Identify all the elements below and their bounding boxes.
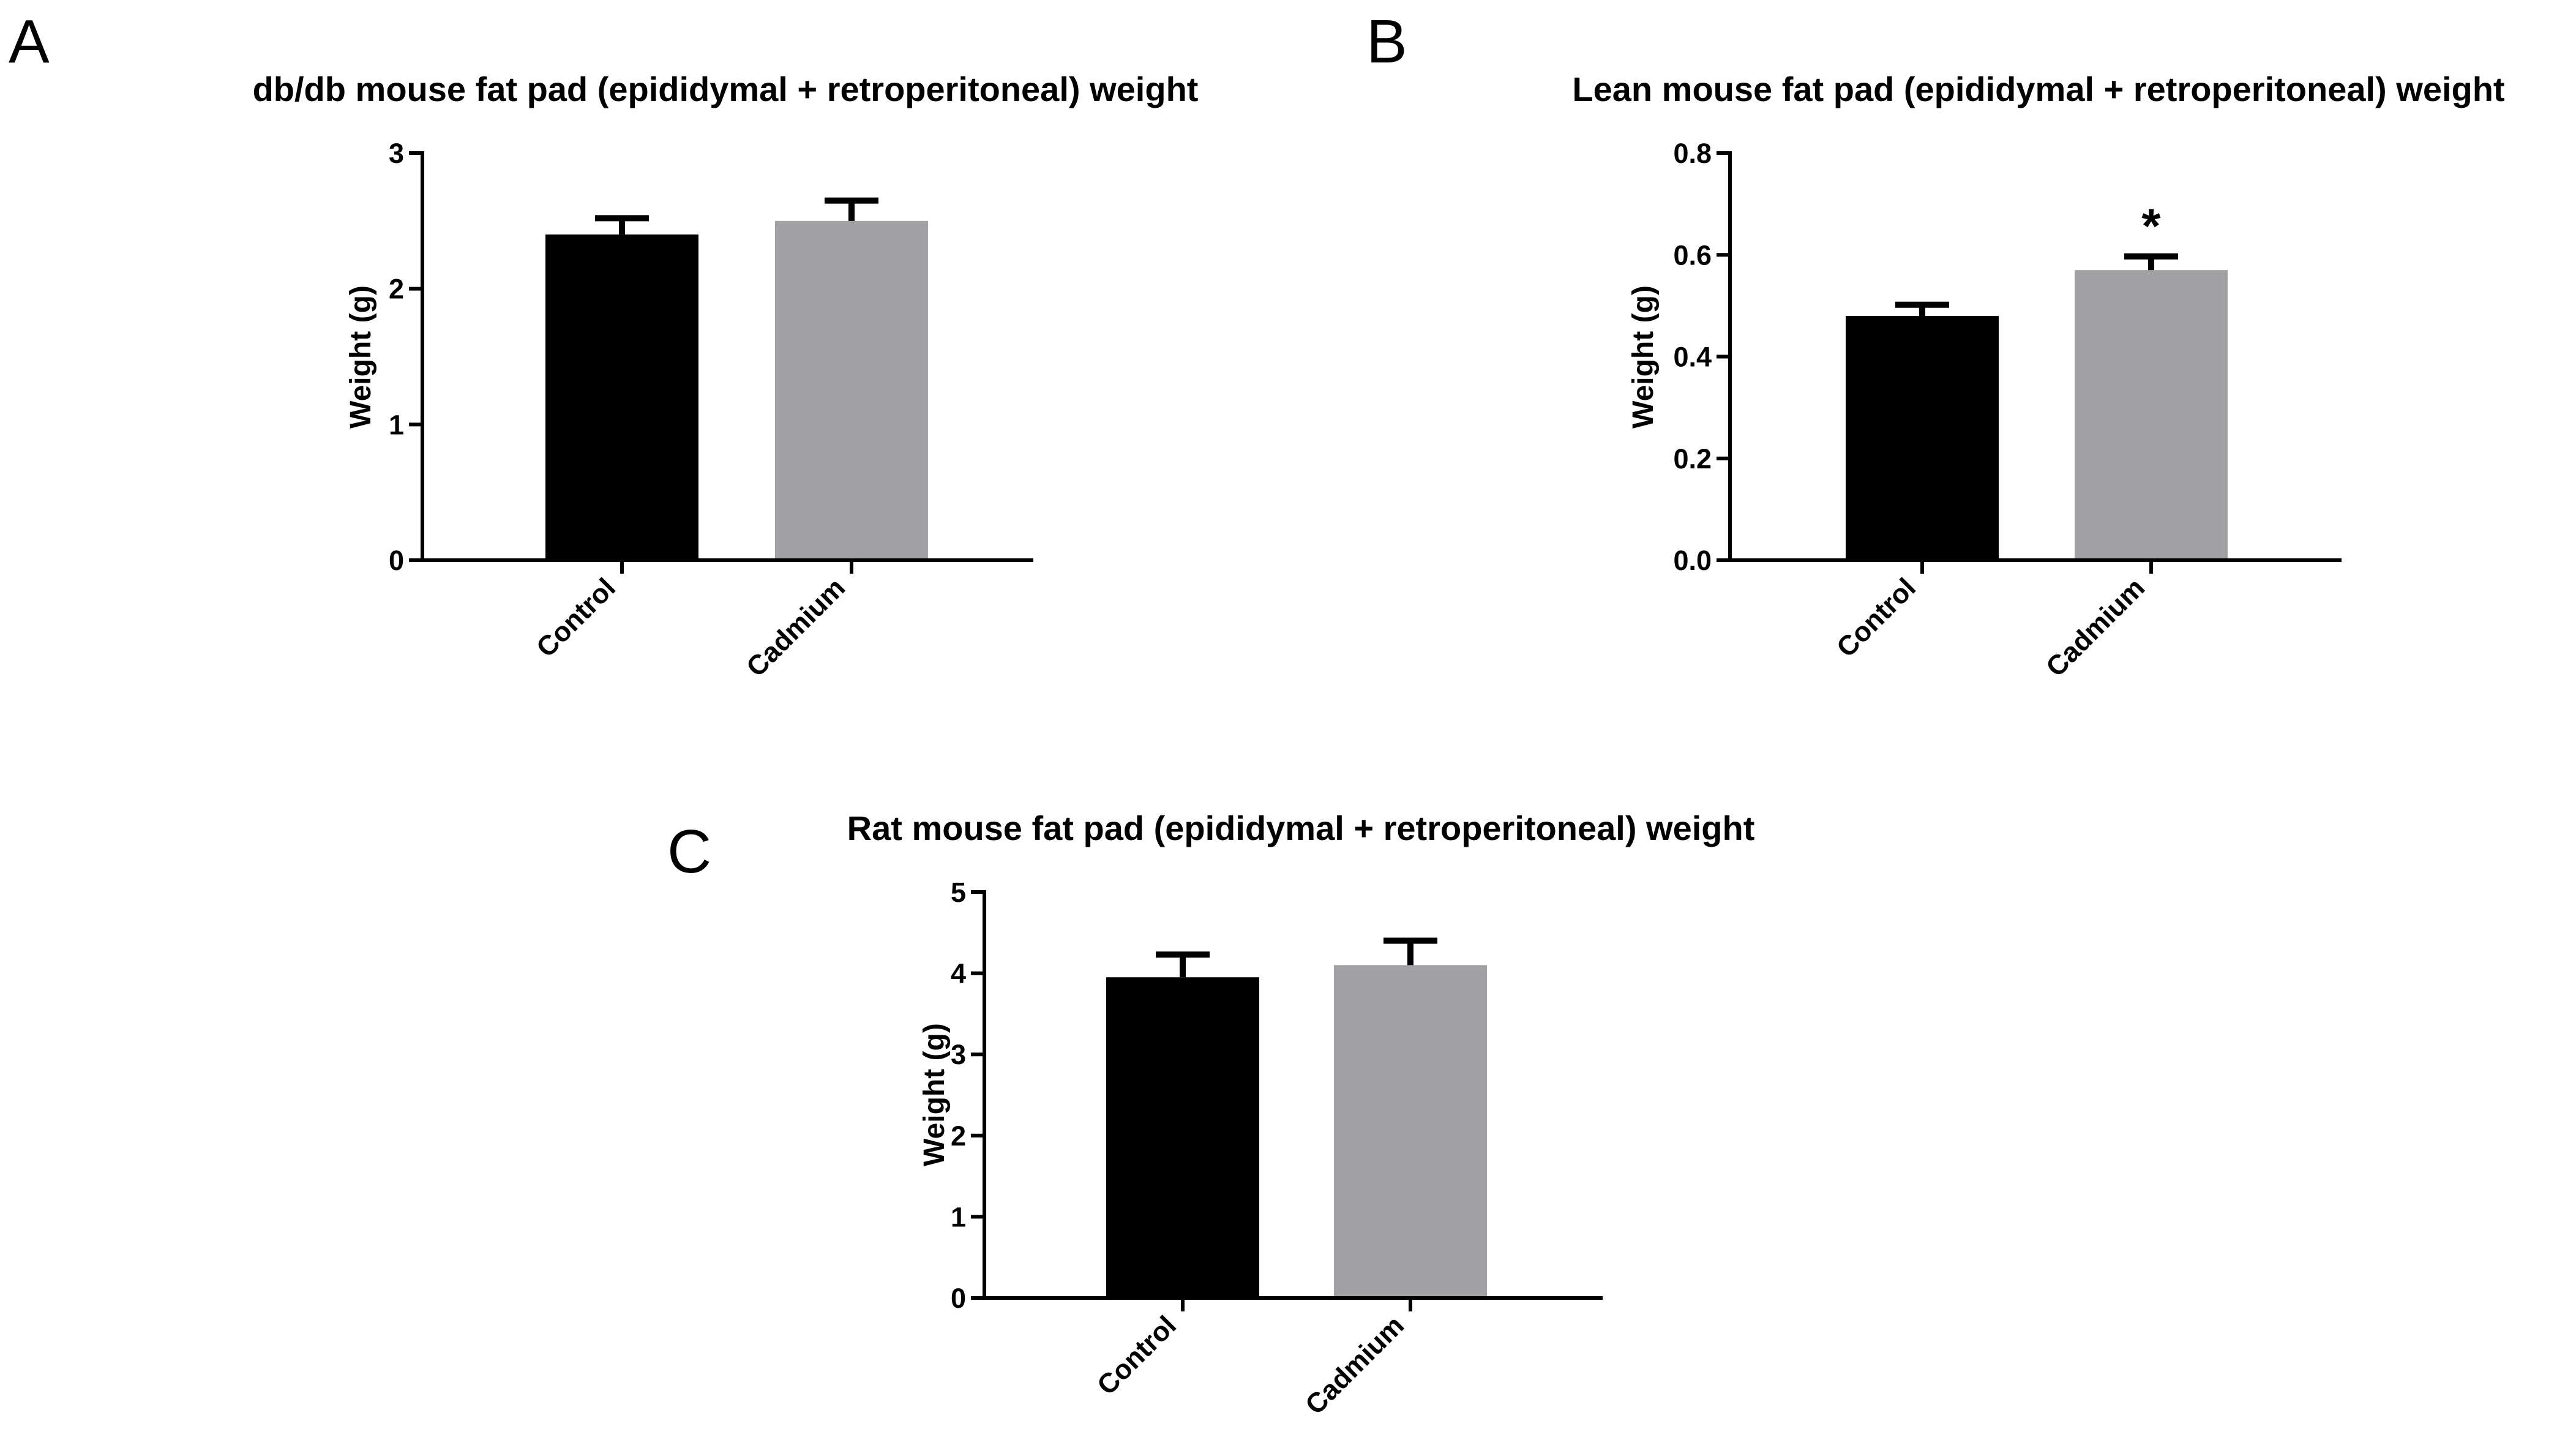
y-tick-label-c: 1	[951, 1201, 966, 1232]
y-tick-label-b: 0.2	[1673, 443, 1712, 474]
y-tick-label-b: 0.4	[1673, 342, 1712, 373]
panel-letter-a: A	[9, 7, 50, 76]
category-label-c-control: Control	[1091, 1310, 1182, 1401]
y-axis-label-a: Weight (g)	[345, 285, 377, 429]
category-label-a-cadmium: Cadmium	[740, 572, 851, 683]
bar-c-control	[1106, 977, 1259, 1298]
error-bar-b-control	[1895, 301, 1949, 316]
category-label-b-control: Control	[1830, 572, 1922, 663]
y-tick-label-c: 2	[951, 1120, 966, 1152]
y-tick-label-b: 0.8	[1673, 138, 1712, 169]
panel-letter-b: B	[1366, 7, 1407, 76]
bar-a-control	[545, 234, 698, 560]
bar-a-cadmium	[775, 220, 928, 560]
y-tick-label-c: 3	[951, 1039, 966, 1070]
error-bar-c-control	[1156, 951, 1210, 978]
bar-b-control	[1846, 316, 1999, 560]
panel-letter-c: C	[667, 817, 711, 886]
bar-c-cadmium	[1334, 965, 1487, 1298]
y-tick-label-a: 0	[389, 545, 404, 576]
y-axis-label-c: Weight (g)	[918, 1023, 951, 1166]
significance-marker-b: *	[2141, 199, 2161, 253]
y-tick-label-b: 0.0	[1673, 545, 1712, 576]
y-tick-label-c: 4	[951, 958, 966, 989]
y-tick-label-a: 2	[389, 274, 404, 305]
chart-title-b: Lean mouse fat pad (epididymal + retrope…	[1572, 70, 2504, 108]
error-bar-a-control	[595, 215, 649, 234]
category-label-a-control: Control	[530, 572, 621, 663]
error-bar-c-cadmium	[1383, 937, 1437, 966]
category-label-b-cadmium: Cadmium	[2040, 572, 2151, 683]
y-tick-label-a: 1	[389, 409, 404, 440]
error-bar-a-cadmium	[825, 197, 878, 221]
category-label-c-cadmium: Cadmium	[1299, 1310, 1410, 1420]
y-tick-label-a: 3	[389, 138, 404, 169]
bar-b-cadmium	[2075, 270, 2228, 560]
error-bar-b-cadmium	[2124, 253, 2178, 271]
chart-title-a: db/db mouse fat pad (epididymal + retrop…	[253, 70, 1199, 108]
chart-title-c: Rat mouse fat pad (epididymal + retroper…	[847, 809, 1755, 847]
y-tick-label-b: 0.6	[1673, 239, 1712, 271]
y-tick-label-c: 5	[951, 877, 966, 908]
y-tick-label-c: 0	[951, 1283, 966, 1314]
y-axis-label-b: Weight (g)	[1627, 285, 1660, 429]
